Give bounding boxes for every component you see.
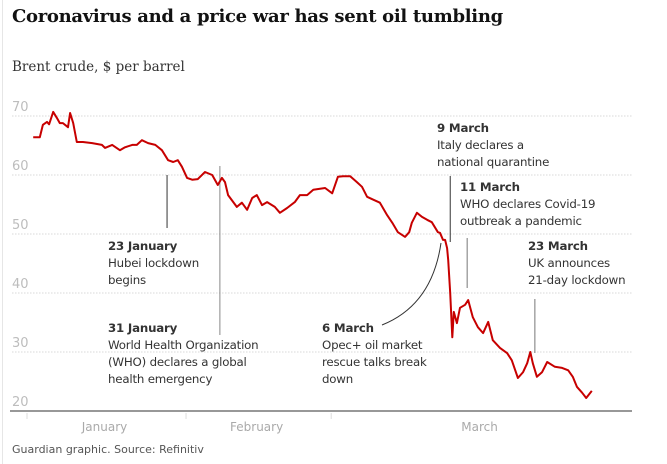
annotation-9-march: 9 March Italy declares a national quaran…: [437, 120, 549, 171]
y-tick-label: 20: [12, 395, 29, 410]
annotation-text: Italy declares a: [437, 138, 524, 152]
annotation-23-march: 23 March UK announces 21-day lockdown: [528, 238, 626, 289]
annotation-date: 9 March: [437, 121, 489, 135]
annotation-date: 31 January: [108, 321, 178, 335]
annotation-6-march: 6 March Opec+ oil market rescue talks br…: [322, 320, 427, 388]
annotation-31-january: 31 January World Health Organization (WH…: [108, 320, 259, 388]
annotation-text: WHO declares Covid-19: [460, 197, 596, 211]
y-tick-label: 70: [12, 100, 29, 115]
annotation-11-march: 11 March WHO declares Covid-19 outbreak …: [460, 179, 596, 230]
annotation-text: UK announces: [528, 256, 610, 270]
annotation-text: national quarantine: [437, 155, 550, 169]
y-tick-label: 30: [12, 336, 29, 351]
x-tick-label: January: [81, 420, 128, 434]
annotation-curve: [381, 242, 442, 326]
annotation-text: health emergency: [108, 372, 213, 386]
annotation-date: 23 January: [108, 239, 178, 253]
annotation-text: outbreak a pandemic: [460, 214, 582, 228]
annotation-date: 6 March: [322, 321, 374, 335]
x-tick-label: March: [461, 420, 498, 434]
x-tick-label: February: [230, 420, 283, 434]
y-tick-label: 50: [12, 218, 29, 233]
y-tick-label: 60: [12, 159, 29, 174]
chart-subtitle: Brent crude, $ per barrel: [12, 59, 185, 75]
left-border: [2, 0, 3, 464]
chart-title: Coronavirus and a price war has sent oil…: [12, 6, 503, 27]
annotation-text: Hubei lockdown: [108, 256, 199, 270]
annotation-text: Opec+ oil market: [322, 338, 423, 352]
annotation-text: begins: [108, 273, 146, 287]
annotation-date: 11 March: [460, 180, 520, 194]
y-tick-label: 40: [12, 277, 29, 292]
annotation-text: (WHO) declares a global: [108, 355, 247, 369]
annotation-text: 21-day lockdown: [528, 273, 626, 287]
annotation-text: World Health Organization: [108, 338, 259, 352]
annotation-text: down: [322, 372, 354, 386]
source-note: Guardian graphic. Source: Refinitiv: [12, 443, 204, 456]
annotation-date: 23 March: [528, 239, 588, 253]
series-line-brent-crude: [33, 110, 593, 399]
annotation-23-january: 23 January Hubei lockdown begins: [108, 238, 199, 289]
annotation-text: rescue talks break: [322, 355, 427, 369]
